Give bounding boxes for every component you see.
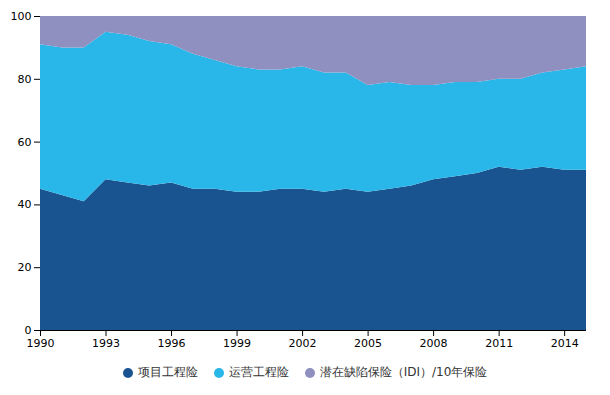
svg-text:100: 100: [11, 10, 32, 23]
svg-text:2002: 2002: [289, 337, 317, 350]
svg-text:60: 60: [18, 136, 32, 149]
svg-text:1993: 1993: [92, 337, 120, 350]
svg-text:2008: 2008: [420, 337, 448, 350]
svg-text:2014: 2014: [551, 337, 579, 350]
svg-text:1999: 1999: [223, 337, 251, 350]
svg-text:40: 40: [18, 198, 32, 211]
svg-text:2005: 2005: [354, 337, 382, 350]
svg-text:80: 80: [18, 73, 32, 86]
svg-text:1996: 1996: [158, 337, 186, 350]
html-text:项目工程险: 项目工程险: [137, 365, 198, 379]
html-text:潜在缺陷保险（IDI）/10年保险: 潜在缺陷保险（IDI）/10年保险: [319, 365, 488, 379]
svg-text:2011: 2011: [485, 337, 513, 350]
svg-text:1990: 1990: [27, 337, 55, 350]
svg-text:0: 0: [25, 324, 32, 337]
html-text:运营工程险: 运营工程险: [228, 365, 289, 379]
svg-text:20: 20: [18, 261, 32, 274]
